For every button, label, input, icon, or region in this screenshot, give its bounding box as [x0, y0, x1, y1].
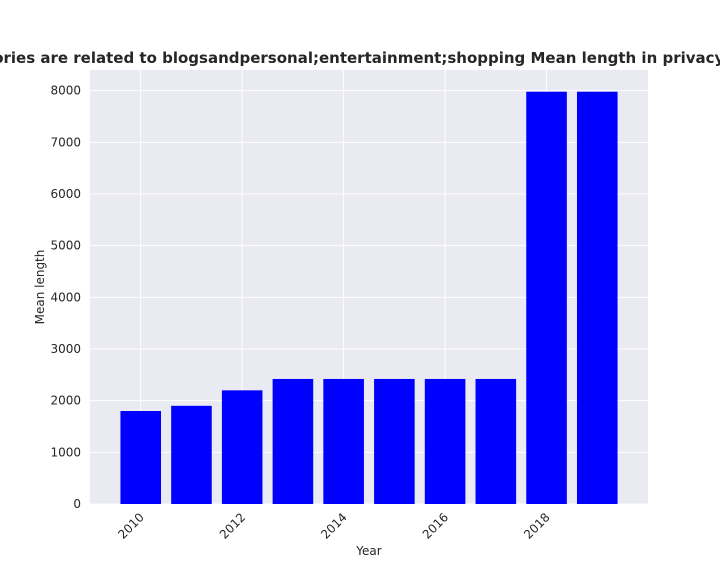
bar: [475, 378, 517, 504]
y-axis-ticks: 0 1000 2000 3000 4000 5000 6000 7000 8000: [50, 84, 81, 511]
bar: [323, 378, 364, 504]
y-tick-label: 0: [73, 497, 81, 511]
x-tick-label: 2012: [217, 510, 248, 541]
y-tick-label: 1000: [50, 445, 81, 459]
x-tick-label: 2010: [115, 510, 146, 541]
y-tick-label: 8000: [50, 84, 81, 98]
bar: [374, 378, 415, 504]
x-axis-ticks: 2010 2012 2014 2016 2018: [115, 510, 552, 541]
x-tick-label: 2018: [521, 510, 552, 541]
y-tick-label: 3000: [50, 342, 81, 356]
y-tick-label: 4000: [50, 290, 81, 304]
y-tick-label: 2000: [50, 394, 81, 408]
bar: [120, 411, 162, 504]
x-tick-label: 2014: [318, 510, 349, 541]
bar: [424, 378, 466, 504]
bars: [120, 91, 618, 504]
bar: [171, 405, 212, 504]
y-tick-label: 5000: [50, 239, 81, 253]
bar: [221, 390, 263, 504]
y-tick-label: 6000: [50, 187, 81, 201]
y-axis-label: Mean length: [33, 250, 47, 325]
x-tick-label: 2016: [420, 510, 451, 541]
chart-title: Categories are related to blogsandperson…: [0, 49, 720, 67]
bar: [576, 91, 618, 504]
bar: [526, 91, 567, 504]
bar: [272, 378, 314, 504]
y-tick-label: 7000: [50, 135, 81, 149]
x-axis-label: Year: [355, 544, 381, 558]
